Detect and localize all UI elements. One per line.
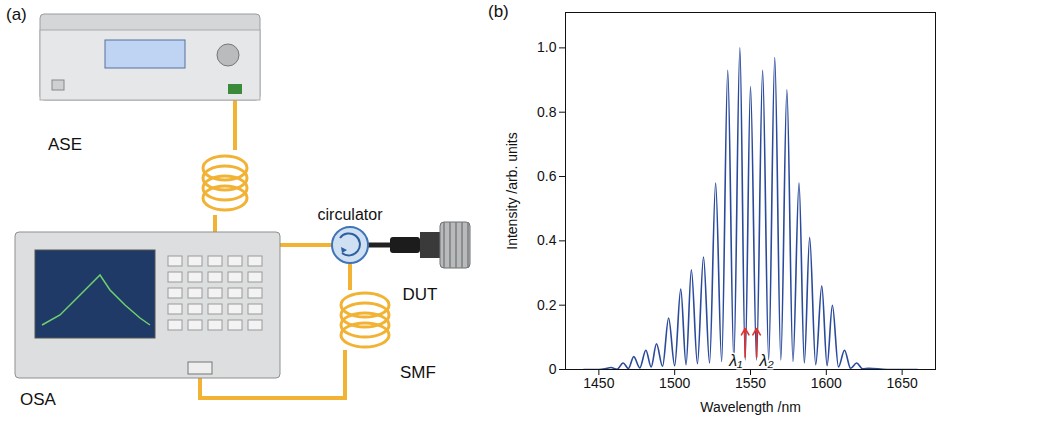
svg-text:λ₂: λ₂ [759, 352, 774, 369]
svg-text:0.4: 0.4 [537, 232, 557, 248]
svg-text:Intensity /arb. units: Intensity /arb. units [504, 132, 520, 250]
svg-text:ASE: ASE [48, 135, 82, 154]
svg-text:0: 0 [549, 361, 557, 377]
svg-text:1.0: 1.0 [537, 39, 557, 55]
svg-text:DUT: DUT [403, 285, 438, 304]
svg-text:0.8: 0.8 [537, 104, 557, 120]
svg-text:0.2: 0.2 [537, 297, 557, 313]
svg-text:0.6: 0.6 [537, 168, 557, 184]
svg-text:OSA: OSA [20, 390, 57, 409]
svg-text:1500: 1500 [659, 375, 690, 391]
svg-text:(a): (a) [6, 5, 27, 24]
html-text:(b): (b) [488, 2, 509, 21]
svg-text:1550: 1550 [735, 375, 766, 391]
svg-text:1650: 1650 [887, 375, 918, 391]
svg-text:λ₁: λ₁ [728, 352, 742, 369]
svg-text:SMF: SMF [400, 363, 436, 382]
svg-text:Wavelength /nm: Wavelength /nm [700, 399, 801, 415]
svg-text:1600: 1600 [811, 375, 842, 391]
svg-text:1450: 1450 [583, 375, 614, 391]
svg-text:circulator: circulator [318, 206, 384, 223]
